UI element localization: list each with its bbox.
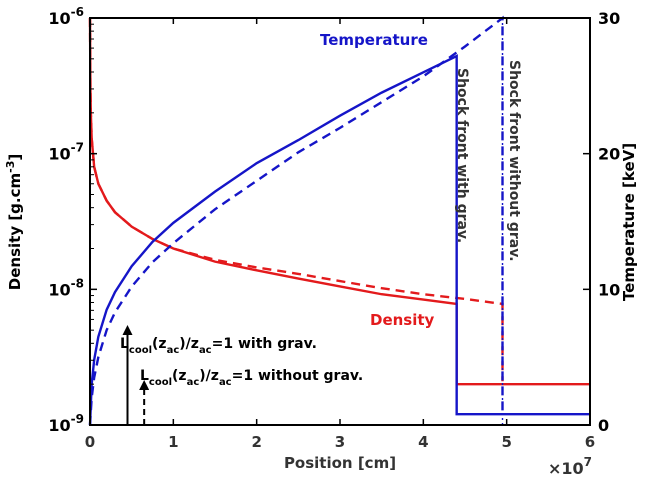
y-right-tick-label: 30 — [598, 9, 620, 28]
x-tick-label: 5 — [501, 433, 511, 451]
y-left-tick-label: 10-6 — [48, 5, 84, 28]
y-right-tick-label: 0 — [598, 416, 609, 435]
x-tick-label: 2 — [251, 433, 261, 451]
series-temperature-dashed — [88, 15, 504, 426]
y-right-tick-label: 10 — [598, 280, 620, 299]
x-tick-label: 4 — [418, 433, 428, 451]
shock-front-without-grav-label: Shock front without grav. — [506, 60, 522, 262]
shock-front-with-grav-label: Shock front with grav. — [454, 68, 470, 243]
y-right-tick-label: 20 — [598, 145, 620, 164]
x-tick-label: 0 — [85, 433, 95, 451]
lcool-with-grav-label: Lcool(zac)/zac=1 with grav. — [120, 336, 317, 356]
series-density-dashed — [88, 17, 504, 382]
x-tick-label: 3 — [335, 433, 345, 451]
series-layer — [88, 15, 590, 426]
y-left-tick-label: 10-8 — [48, 276, 84, 299]
temperature-series-label: Temperature — [320, 31, 428, 49]
y-right-axis-title: Temperature [keV] — [620, 143, 638, 301]
lcool-without-grav-label: Lcool(zac)/zac=1 without grav. — [140, 368, 363, 388]
x-tick-label: 1 — [168, 433, 178, 451]
y-left-tick-label: 10-7 — [48, 141, 84, 164]
ticks-layer: 0 1 2 3 4 5 6 10-9 10-8 10-7 10-6 0 10 20 30 — [48, 5, 620, 451]
x-axis-multiplier: ×107 — [548, 455, 592, 478]
x-tick-label: 6 — [585, 433, 595, 451]
y-left-axis-title: Density [g.cm-3] — [4, 154, 24, 290]
y-left-tick-label: 10-9 — [48, 412, 84, 435]
series-temperature-solid — [88, 54, 590, 426]
density-series-label: Density — [370, 311, 435, 329]
x-axis-title: Position [cm] — [284, 454, 396, 472]
